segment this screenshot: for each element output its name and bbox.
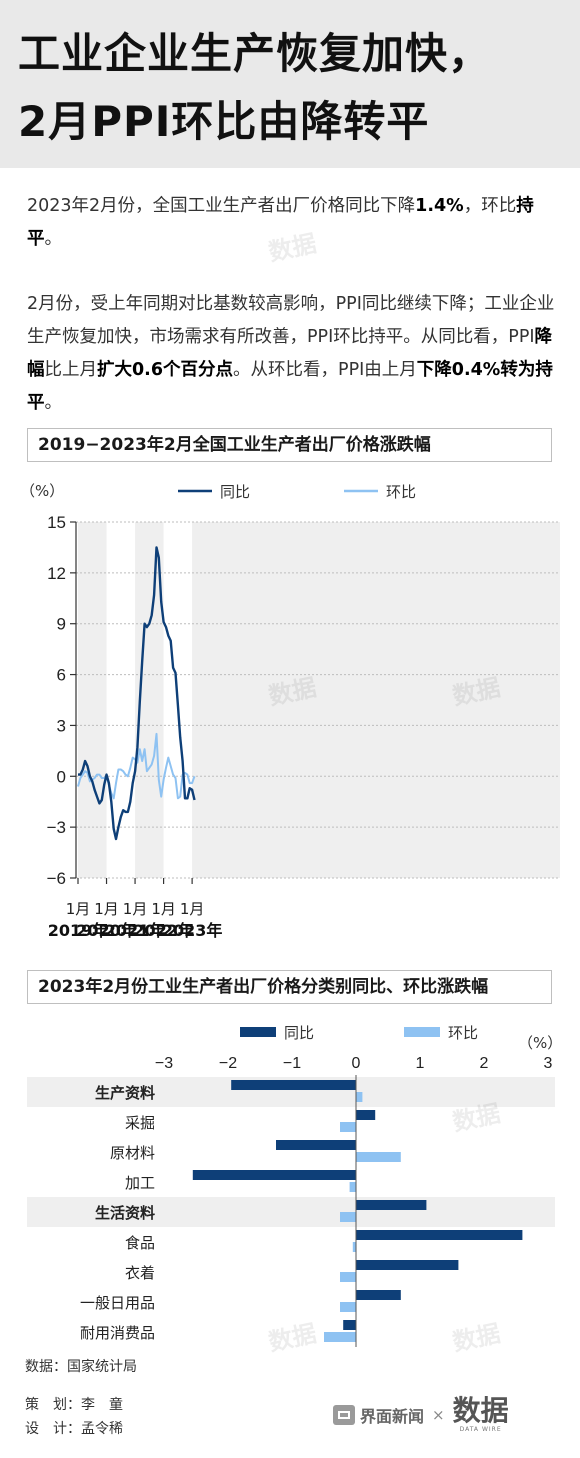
brand-separator: × xyxy=(432,1406,445,1424)
x-tick-label: 0 xyxy=(352,1055,361,1072)
category-label: 生活资料 xyxy=(95,1204,155,1222)
bar-mom xyxy=(340,1122,356,1132)
brand-name: 界面新闻 xyxy=(360,1407,425,1426)
x-tick-label: −2 xyxy=(219,1055,237,1072)
legend-label: 同比 xyxy=(220,483,250,501)
bar-yoy xyxy=(356,1200,427,1210)
legend-swatch-mom xyxy=(404,1027,440,1037)
category-label: 生产资料 xyxy=(95,1084,155,1102)
datawire-logo: 数据 DATA WIRE xyxy=(453,1397,509,1433)
jiemian-logo-icon xyxy=(333,1405,355,1425)
bar-yoy xyxy=(356,1290,401,1300)
bar-mom xyxy=(352,1242,356,1252)
intro-paragraph-1: 2023年2月份，全国工业生产者出厂价格同比下降1.4%，环比持平。 xyxy=(27,196,534,249)
category-label: 采掘 xyxy=(125,1114,155,1132)
x-tick-year: 2021年 xyxy=(105,921,166,940)
x-unit-label: （%） xyxy=(518,1034,562,1052)
bar-mom xyxy=(356,1152,401,1162)
year-band xyxy=(192,522,560,878)
y-tick-label: 0 xyxy=(57,767,66,786)
bar-yoy xyxy=(356,1110,376,1120)
category-label: 衣着 xyxy=(125,1264,155,1282)
bar-yoy xyxy=(343,1320,356,1330)
legend-label: 环比 xyxy=(448,1024,478,1042)
bar-yoy xyxy=(276,1140,356,1150)
x-tick-year: 2019年 xyxy=(48,921,109,940)
bar-chart-title: 2023年2月份工业生产者出厂价格分类别同比、环比涨跌幅 xyxy=(27,970,552,1004)
bar-chart: 同比 环比 （%） −3 −2 −1 0 1 2 3 生产资料采掘原材料加工生活资料食品衣着一般日用… xyxy=(27,1024,562,1347)
line-chart: 15 12 9 6 3 0 −3 −6 （%） 同比 环比 1月 2019年 1月 2020年 1月 2021年… xyxy=(20,482,560,940)
bar-mom xyxy=(340,1302,356,1312)
datawire-logo-sub: DATA WIRE xyxy=(459,1426,502,1433)
x-tick-year: 2023年 xyxy=(162,921,223,940)
x-tick-month: 1月 xyxy=(123,900,148,918)
intro-paragraph-2: 2月份，受上年同期对比基数较高影响，PPI同比继续下降；工业企业生产恢复加快，市… xyxy=(27,294,555,413)
x-tick-label: −1 xyxy=(283,1055,301,1072)
credit-planner: 策 划：李 童 xyxy=(25,1397,123,1413)
legend-swatch-yoy xyxy=(240,1027,276,1037)
y-tick-label: −6 xyxy=(47,869,66,888)
datawire-logo-text: 数据 xyxy=(452,1394,509,1427)
bar-yoy xyxy=(231,1080,356,1090)
y-tick-label: 6 xyxy=(57,666,66,685)
x-tick-month: 1月 xyxy=(94,900,119,918)
x-tick-year: 2022年 xyxy=(133,921,194,940)
page-title-line1: 工业企业生产恢复加快， xyxy=(18,29,492,78)
x-tick-month: 1月 xyxy=(180,900,205,918)
bar-yoy xyxy=(356,1230,523,1240)
x-tick-month: 1月 xyxy=(66,900,91,918)
series-line-yoy xyxy=(78,546,196,841)
y-tick-label: 12 xyxy=(47,564,66,583)
data-source: 数据：国家统计局 xyxy=(25,1359,137,1375)
bar-yoy xyxy=(356,1260,459,1270)
header: 工业企业生产恢复加快， 2月PPI环比由降转平 xyxy=(0,0,580,168)
legend-label: 同比 xyxy=(284,1024,314,1042)
line-chart-title: 2019−2023年2月全国工业生产者出厂价格涨跌幅 xyxy=(27,428,552,462)
y-tick-label: 3 xyxy=(57,716,66,735)
category-label: 耐用消费品 xyxy=(80,1324,155,1342)
y-tick-label: −3 xyxy=(47,818,66,837)
brand-footer: 界面新闻 × 数据 DATA WIRE xyxy=(333,1397,509,1433)
x-tick-label: −3 xyxy=(155,1055,173,1072)
bar-mom xyxy=(340,1212,356,1222)
category-label: 加工 xyxy=(125,1174,155,1192)
category-label: 一般日用品 xyxy=(80,1294,155,1312)
x-tick-label: 1 xyxy=(416,1055,425,1072)
bar-mom xyxy=(349,1182,356,1192)
legend-label: 环比 xyxy=(386,483,416,501)
y-tick-label: 15 xyxy=(47,513,66,532)
x-tick-year: 2020年 xyxy=(76,921,137,940)
category-label: 食品 xyxy=(125,1234,155,1252)
group-band xyxy=(27,1197,555,1227)
category-label: 原材料 xyxy=(110,1144,155,1162)
x-tick-label: 3 xyxy=(544,1055,553,1072)
y-unit-label: （%） xyxy=(20,482,64,500)
bar-mom xyxy=(356,1092,363,1102)
bar-mom xyxy=(324,1332,356,1342)
x-tick-month: 1月 xyxy=(151,900,176,918)
credit-designer: 设 计：孟令稀 xyxy=(25,1421,123,1437)
page-title-line2: 2月PPI环比由降转平 xyxy=(18,97,430,146)
x-tick-label: 2 xyxy=(480,1055,489,1072)
y-tick-label: 9 xyxy=(57,615,66,634)
year-band xyxy=(78,522,107,878)
bar-mom xyxy=(340,1272,356,1282)
bar-yoy xyxy=(192,1170,356,1180)
